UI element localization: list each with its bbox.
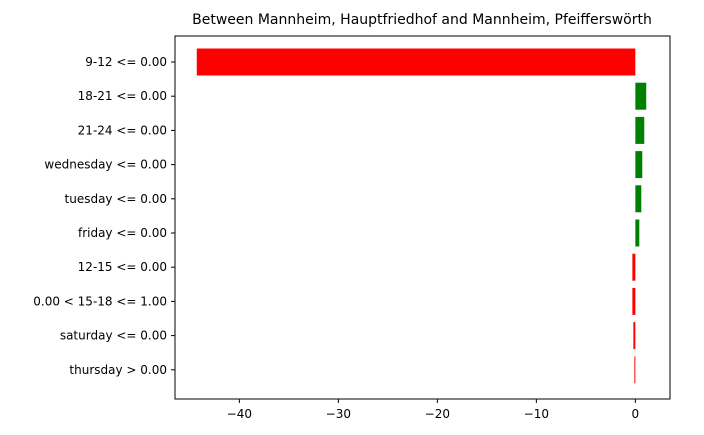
y-tick-label: 12-15 <= 0.00 bbox=[78, 260, 167, 274]
bar bbox=[196, 48, 636, 76]
chart-title: Between Mannheim, Hauptfriedhof and Mann… bbox=[192, 12, 652, 28]
bar bbox=[635, 82, 647, 110]
x-tick-label: −20 bbox=[425, 407, 450, 421]
bars-group bbox=[196, 48, 647, 384]
bar bbox=[632, 253, 636, 281]
x-tick-label: −10 bbox=[524, 407, 549, 421]
bar bbox=[634, 356, 636, 384]
bar bbox=[635, 151, 643, 179]
bar bbox=[635, 116, 645, 144]
x-axis-ticks: −40 −30 −20 −10 0 bbox=[227, 399, 639, 421]
bar bbox=[632, 287, 636, 315]
y-tick-label: wednesday <= 0.00 bbox=[44, 158, 167, 172]
bar bbox=[635, 185, 642, 213]
y-tick-label: 9-12 <= 0.00 bbox=[85, 55, 167, 69]
x-tick-label: −40 bbox=[227, 407, 252, 421]
y-tick-label: 18-21 <= 0.00 bbox=[78, 89, 167, 103]
y-tick-label: 21-24 <= 0.00 bbox=[78, 123, 167, 137]
y-tick-label: tuesday <= 0.00 bbox=[65, 192, 167, 206]
bar bbox=[635, 219, 640, 247]
y-tick-label: thursday > 0.00 bbox=[69, 363, 167, 377]
bar bbox=[633, 322, 636, 350]
y-tick-label: 0.00 < 15-18 <= 1.00 bbox=[33, 294, 167, 308]
plot-area-frame bbox=[174, 35, 671, 400]
x-tick-label: 0 bbox=[632, 407, 640, 421]
y-axis-ticks: 9-12 <= 0.00 18-21 <= 0.00 21-24 <= 0.00 we… bbox=[33, 55, 175, 377]
y-tick-label: saturday <= 0.00 bbox=[60, 329, 167, 343]
x-tick-label: −30 bbox=[326, 407, 351, 421]
y-tick-label: friday <= 0.00 bbox=[78, 226, 167, 240]
